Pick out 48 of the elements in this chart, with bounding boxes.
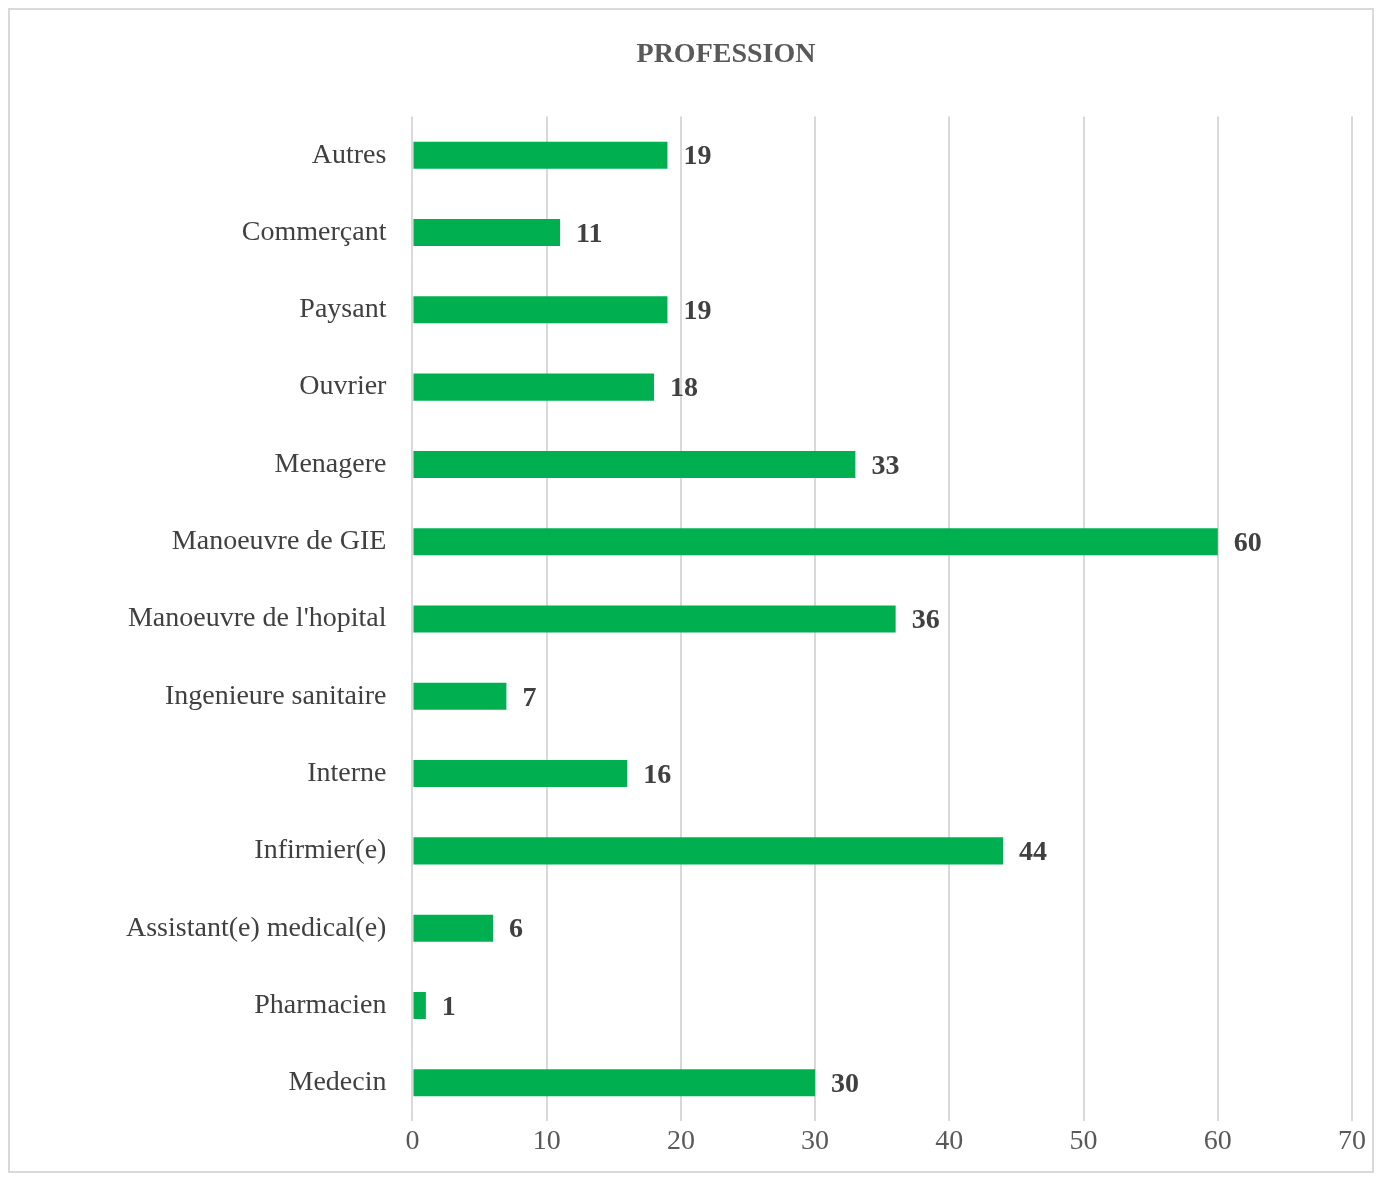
y-tick-label: Menagere bbox=[274, 446, 387, 478]
bar bbox=[413, 219, 561, 247]
bar bbox=[413, 837, 1004, 865]
bar bbox=[413, 141, 668, 169]
chart-title: PROFESSION bbox=[636, 37, 816, 69]
data-label: 16 bbox=[643, 757, 672, 789]
bar bbox=[413, 682, 507, 710]
y-tick-label: Infirmier(e) bbox=[254, 833, 387, 865]
bar bbox=[413, 528, 1218, 556]
data-label: 44 bbox=[1019, 835, 1048, 867]
x-tick-label: 0 bbox=[405, 1123, 420, 1155]
y-tick-label: Paysant bbox=[299, 292, 387, 324]
y-tick-label: Manoeuvre de l'hopital bbox=[127, 601, 387, 633]
data-label: 1 bbox=[441, 989, 456, 1021]
data-label: 33 bbox=[871, 448, 900, 480]
data-label: 18 bbox=[670, 371, 699, 403]
y-tick-label: Manoeuvre de GIE bbox=[171, 524, 387, 556]
y-tick-label: Ingenieure sanitaire bbox=[164, 678, 387, 710]
bar bbox=[413, 991, 426, 1019]
bar bbox=[413, 373, 655, 401]
x-tick-label: 50 bbox=[1069, 1123, 1098, 1155]
x-tick-label: 20 bbox=[666, 1123, 695, 1155]
bar bbox=[413, 296, 668, 324]
y-tick-label: Assistant(e) medical(e) bbox=[126, 910, 387, 942]
y-tick-label: Ouvrier bbox=[299, 369, 388, 401]
bar bbox=[413, 914, 493, 942]
data-label: 19 bbox=[683, 294, 712, 326]
y-tick-label: Medecin bbox=[288, 1065, 387, 1097]
x-tick-label: 40 bbox=[935, 1123, 964, 1155]
x-tick-label: 60 bbox=[1203, 1123, 1232, 1155]
bar bbox=[413, 760, 628, 788]
y-tick-label: Autres bbox=[311, 137, 387, 169]
data-label: 60 bbox=[1233, 525, 1262, 557]
y-tick-label: Pharmacien bbox=[254, 987, 387, 1019]
x-tick-label: 70 bbox=[1338, 1123, 1366, 1155]
data-label: 7 bbox=[522, 680, 537, 712]
x-tick-label: 10 bbox=[532, 1123, 561, 1155]
data-label: 36 bbox=[911, 603, 940, 635]
data-label: 11 bbox=[576, 216, 603, 248]
y-tick-label: Interne bbox=[307, 755, 387, 787]
data-label: 30 bbox=[831, 1066, 860, 1098]
bar bbox=[413, 1069, 816, 1097]
data-label: 6 bbox=[508, 912, 523, 944]
bar bbox=[413, 605, 896, 633]
bar bbox=[413, 450, 856, 478]
y-tick-label: Commerçant bbox=[241, 214, 387, 246]
data-label: 19 bbox=[683, 139, 712, 171]
x-tick-label: 30 bbox=[801, 1123, 830, 1155]
